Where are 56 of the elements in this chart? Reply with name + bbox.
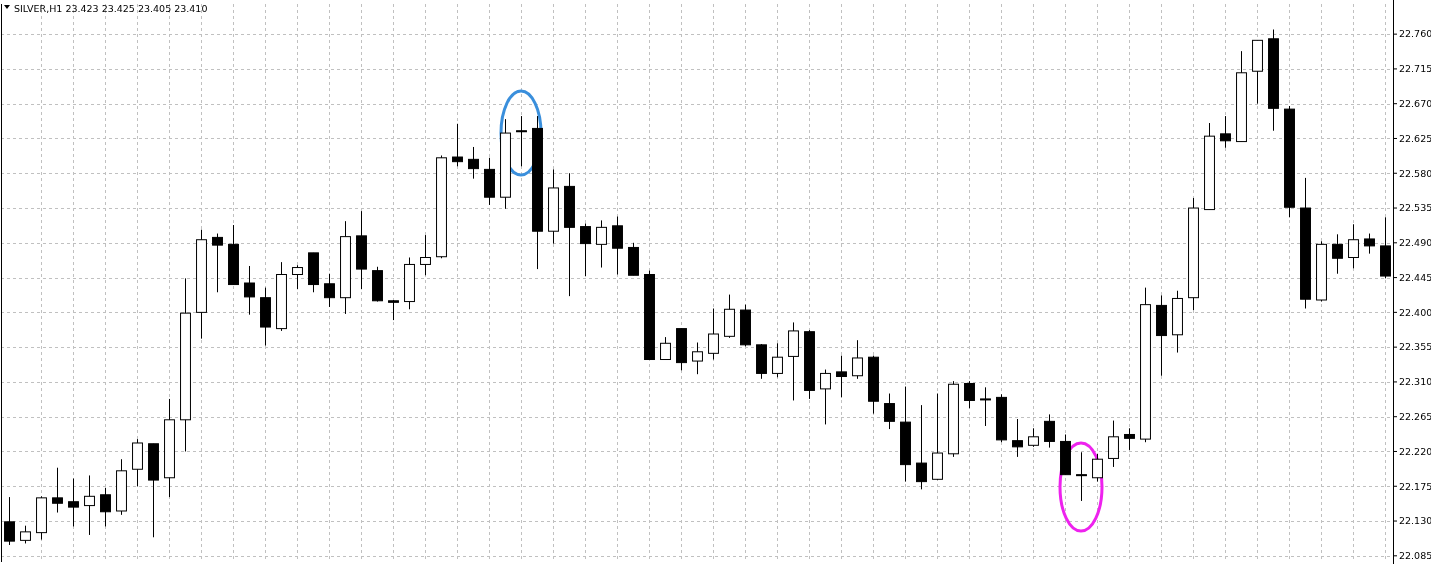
y-tick-label: 22.130 <box>1399 515 1431 527</box>
candlestick <box>852 339 863 380</box>
y-tick-label: 22.085 <box>1399 550 1431 562</box>
candlestick <box>1028 427 1039 448</box>
y-tick-label: 22.535 <box>1399 202 1431 214</box>
candlestick <box>692 342 703 375</box>
candlestick <box>964 380 975 409</box>
candlestick <box>452 123 463 167</box>
candlestick <box>916 404 927 490</box>
candlestick <box>1092 453 1103 483</box>
y-tick-label: 22.715 <box>1399 63 1431 75</box>
y-tick-label: 22.580 <box>1399 167 1431 179</box>
candlestick <box>68 478 79 527</box>
candlestick <box>708 308 719 361</box>
candlestick <box>244 265 255 316</box>
candlestick <box>52 467 63 514</box>
candlestick <box>1124 427 1135 451</box>
candlestick <box>1108 420 1119 468</box>
candlestick <box>660 336 671 361</box>
candlestick <box>420 234 431 276</box>
y-tick-label: 22.625 <box>1399 132 1431 144</box>
candlestick <box>468 146 479 180</box>
y-tick-label: 22.760 <box>1399 28 1431 40</box>
candlestick <box>580 222 591 277</box>
candlestick <box>884 393 895 430</box>
y-tick-label: 22.445 <box>1399 271 1431 283</box>
candlestick <box>388 299 399 321</box>
candlestick <box>292 264 303 290</box>
candlestick <box>1332 233 1343 275</box>
y-tick-label: 22.220 <box>1399 445 1431 457</box>
chart-title: SILVER,H1 23.423 23.425 23.405 23.410 <box>14 3 208 14</box>
candlestick <box>324 273 335 308</box>
candlestick <box>1364 233 1375 255</box>
candlestick <box>612 216 623 275</box>
candlestick <box>1220 115 1231 149</box>
candlestick <box>596 219 607 269</box>
candlestick <box>820 369 831 425</box>
y-tick-label: 22.175 <box>1399 480 1431 492</box>
candlestick <box>4 496 15 546</box>
y-tick-label: 22.670 <box>1399 98 1431 110</box>
candlestick <box>836 355 847 398</box>
y-tick-label: 22.400 <box>1399 306 1431 318</box>
candlestick <box>516 115 527 167</box>
candlestick <box>1044 413 1055 449</box>
y-tick-label: 22.310 <box>1399 376 1431 388</box>
candlestick <box>1348 223 1359 269</box>
candlestick <box>212 233 223 293</box>
candlestick <box>980 386 991 427</box>
candlestick <box>1076 451 1087 502</box>
y-tick-label: 22.355 <box>1399 341 1431 353</box>
candlestick <box>1012 418 1023 458</box>
candlestick <box>772 342 783 378</box>
candlestick <box>100 487 111 527</box>
y-tick-label: 22.490 <box>1399 237 1431 249</box>
y-tick-label: 22.265 <box>1399 411 1431 423</box>
candlestick <box>84 474 95 536</box>
